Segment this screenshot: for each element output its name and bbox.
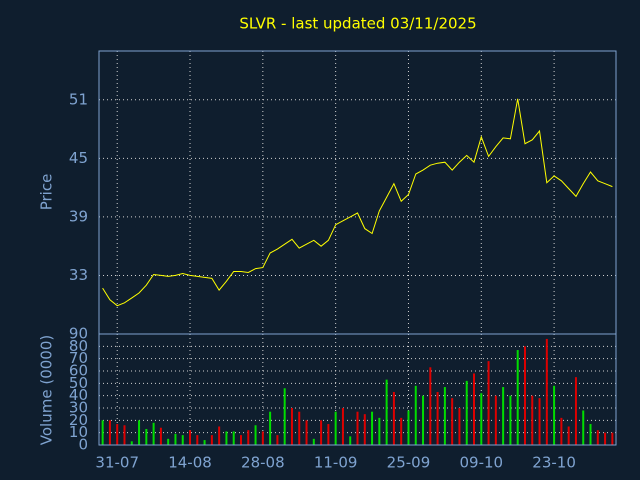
volume-bar [130, 441, 133, 445]
volume-bar [116, 424, 119, 445]
volume-bar [181, 435, 184, 445]
price-line [102, 98, 613, 307]
volume-bar [196, 435, 199, 445]
chart-title: SLVR - last updated 03/11/2025 [239, 15, 476, 33]
volume-bar [560, 417, 563, 445]
y-tick-label: 60 [69, 362, 88, 380]
volume-bar [414, 385, 417, 445]
y-tick-label: 51 [69, 90, 88, 108]
y-axis-label: Price [38, 174, 56, 211]
volume-bar [429, 367, 432, 445]
volume-bar [545, 338, 548, 445]
volume-bar [159, 427, 162, 445]
y-tick-label: 30 [69, 399, 88, 417]
volume-bar [531, 395, 534, 445]
volume-bar [218, 426, 221, 445]
volume-bar [305, 420, 308, 445]
panel-border [98, 333, 617, 446]
volume-bar [254, 425, 257, 445]
y-tick-label: 45 [69, 149, 88, 167]
y-tick-label: 33 [69, 266, 88, 284]
volume-bar [225, 431, 228, 445]
y-tick-label: 40 [69, 386, 88, 404]
volume-bar [516, 350, 519, 445]
volume-bar [356, 411, 359, 445]
y-tick-label: 10 [69, 423, 88, 441]
volume-bar [596, 430, 599, 445]
volume-bar [108, 420, 111, 445]
volume-bar [553, 385, 556, 445]
volume-bar [400, 417, 403, 445]
volume-bar [436, 391, 439, 445]
volume-bar [232, 431, 235, 445]
volume-bar [189, 430, 192, 445]
x-tick-label: 31-07 [95, 454, 139, 472]
volume-bar [298, 411, 301, 445]
volume-bar [538, 398, 541, 445]
y-tick-label: 80 [69, 337, 88, 355]
volume-bar [123, 425, 126, 445]
x-tick-label: 09-10 [459, 454, 503, 472]
volume-bar [261, 431, 264, 445]
volume-bar [385, 379, 388, 445]
volume-bar [239, 435, 242, 445]
volume-bar [582, 410, 585, 445]
x-tick-label: 11-09 [314, 454, 358, 472]
volume-bar [604, 432, 607, 445]
volume-bar [290, 408, 293, 445]
x-tick-label: 28-08 [241, 454, 285, 472]
volume-bar [349, 436, 352, 445]
volume-bar [283, 388, 286, 445]
volume-bar [494, 395, 497, 445]
volume-bar [458, 408, 461, 445]
volume-bar [320, 420, 323, 445]
volume-bar [407, 410, 410, 445]
volume-bar [473, 373, 476, 445]
volume-bar [101, 420, 104, 445]
volume-bar [341, 408, 344, 445]
volume-bar [203, 440, 206, 445]
volume-bar [451, 398, 454, 445]
volume-bar [487, 361, 490, 445]
x-tick-label: 23-10 [532, 454, 576, 472]
volume-bar [465, 380, 468, 445]
volume-bar [480, 393, 483, 445]
volume-bar [174, 433, 177, 445]
y-tick-label: 70 [69, 349, 88, 367]
volume-bar [378, 417, 381, 445]
y-tick-label: 50 [69, 374, 88, 392]
y-axis-label: Volume (0000) [38, 335, 56, 445]
volume-bar [392, 391, 395, 445]
volume-bar [371, 411, 374, 445]
y-tick-label: 20 [69, 411, 88, 429]
volume-bar [334, 411, 337, 445]
volume-bar [210, 435, 213, 445]
y-tick-label: 0 [78, 436, 88, 454]
volume-bar [611, 432, 614, 445]
volume-bar [363, 414, 366, 445]
y-tick-label: 39 [69, 207, 88, 225]
volume-bar [502, 387, 505, 445]
volume-bar [138, 420, 141, 445]
y-tick-label: 90 [69, 325, 88, 343]
volume-bar [589, 424, 592, 445]
volume-bar [145, 428, 148, 445]
volume-bar [422, 395, 425, 445]
volume-bar [167, 438, 170, 445]
volume-bar [312, 438, 315, 445]
volume-bar [523, 346, 526, 445]
x-tick-label: 25-09 [387, 454, 431, 472]
x-tick-label: 14-08 [168, 454, 212, 472]
volume-bar [327, 424, 330, 445]
volume-bar [152, 422, 155, 445]
volume-bar [247, 430, 250, 445]
volume-bar [276, 435, 279, 445]
volume-bar [269, 411, 272, 445]
volume-bar [509, 395, 512, 445]
volume-bar [567, 426, 570, 445]
volume-bar [574, 377, 577, 445]
volume-bar [443, 387, 446, 445]
